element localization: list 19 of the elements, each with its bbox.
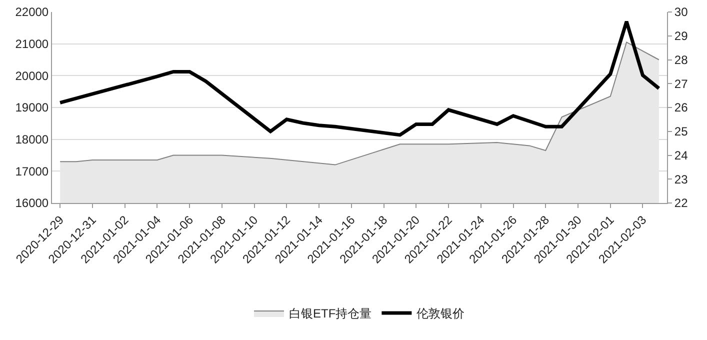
line-series — [58, 20, 661, 137]
y2-tick-label: 29 — [674, 29, 688, 44]
y2-tick-label: 30 — [674, 5, 688, 20]
y2-tick-label: 24 — [674, 148, 688, 162]
y-tick-label: 20000 — [15, 68, 49, 83]
y-tick-label: 16000 — [15, 196, 49, 210]
legend-label: 白银ETF持仓量 — [289, 306, 372, 321]
y2-tick-label: 25 — [674, 124, 688, 139]
y2-tick-label: 22 — [674, 196, 688, 210]
y-tick-label: 21000 — [15, 37, 49, 52]
y-tick-label: 22000 — [15, 5, 49, 20]
y-tick-label: 18000 — [15, 132, 49, 147]
legend-label: 伦敦银价 — [416, 306, 465, 321]
y2-tick-label: 27 — [674, 76, 688, 91]
y-tick-label: 17000 — [15, 164, 49, 178]
y2-tick-label: 26 — [674, 100, 688, 115]
y-tick-label: 19000 — [15, 100, 49, 115]
y2-tick-label: 28 — [674, 52, 688, 67]
y2-tick-label: 23 — [674, 172, 688, 186]
